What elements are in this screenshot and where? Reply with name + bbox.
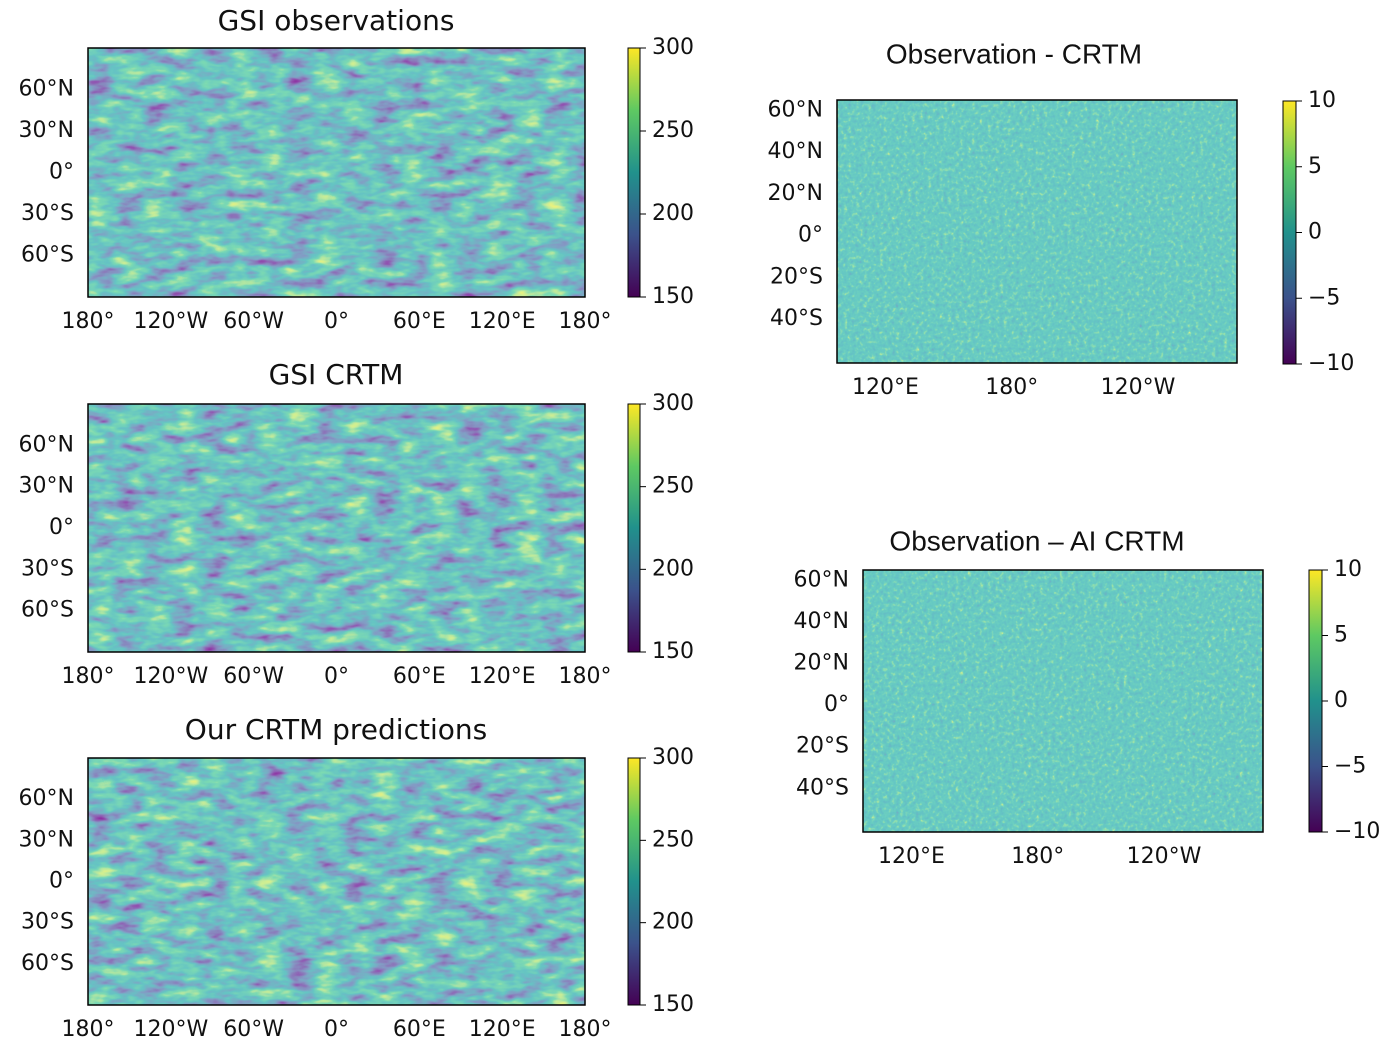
colorbar-tick-label: 150 bbox=[652, 284, 694, 309]
lon-tick-label: 60°W bbox=[223, 1017, 284, 1042]
map-frame bbox=[87, 757, 586, 1006]
lat-tick-label: 60°S bbox=[21, 243, 74, 268]
colorbar-tick-label: 10 bbox=[1308, 88, 1336, 113]
lat-tick-label: 30°S bbox=[21, 201, 74, 226]
colorbar-tick-label: −10 bbox=[1334, 819, 1380, 844]
colorbar-tick-label: 5 bbox=[1308, 154, 1322, 179]
lat-tick-label: 40°N bbox=[794, 609, 849, 634]
lat-tick-label: 40°S bbox=[770, 306, 823, 331]
lat-tick-label: 60°S bbox=[21, 951, 74, 976]
colorbar-tick-label: 250 bbox=[652, 474, 694, 499]
colorbar-tick-label: 250 bbox=[652, 118, 694, 143]
map-field bbox=[88, 758, 585, 1005]
colorbar bbox=[627, 403, 641, 653]
colorbar bbox=[627, 757, 641, 1006]
panel-title: GSI observations bbox=[218, 4, 455, 37]
map-field bbox=[88, 404, 585, 652]
panel-title: Observation – AI CRTM bbox=[889, 525, 1184, 556]
map-frame bbox=[87, 403, 586, 653]
lat-tick-label: 30°N bbox=[19, 118, 74, 143]
lon-tick-label: 120°E bbox=[469, 664, 536, 689]
lat-tick-label: 0° bbox=[49, 515, 74, 540]
lat-tick-label: 40°N bbox=[768, 139, 823, 164]
lon-tick-label: 60°W bbox=[223, 664, 284, 689]
colorbar-tick-label: −10 bbox=[1308, 351, 1354, 376]
colorbar bbox=[1308, 569, 1323, 833]
lon-tick-label: 120°E bbox=[469, 309, 536, 334]
map-field bbox=[863, 570, 1263, 832]
lon-tick-label: 0° bbox=[324, 1017, 349, 1042]
lon-tick-label: 180° bbox=[559, 1017, 612, 1042]
lon-tick-label: 0° bbox=[324, 664, 349, 689]
lat-tick-label: 40°S bbox=[796, 775, 849, 800]
colorbar-tick-label: 0 bbox=[1334, 688, 1348, 713]
colorbar-tick-label: 300 bbox=[652, 391, 694, 416]
colorbar-tick-label: 150 bbox=[652, 639, 694, 664]
panel-title: GSI CRTM bbox=[269, 358, 404, 391]
lat-tick-label: 60°N bbox=[794, 567, 849, 592]
colorbar-tick-label: −5 bbox=[1308, 285, 1340, 310]
lon-tick-label: 120°W bbox=[1127, 844, 1202, 869]
lat-tick-label: 60°N bbox=[768, 97, 823, 122]
colorbar-tick-label: 250 bbox=[652, 827, 694, 852]
map-field bbox=[88, 48, 585, 297]
lat-tick-label: 30°S bbox=[21, 910, 74, 935]
lon-tick-label: 120°E bbox=[469, 1017, 536, 1042]
map-frame bbox=[836, 99, 1238, 364]
lon-tick-label: 180° bbox=[559, 309, 612, 334]
colorbar-tick-label: 0 bbox=[1308, 220, 1322, 245]
lon-tick-label: 180° bbox=[1011, 844, 1064, 869]
lon-tick-label: 180° bbox=[559, 664, 612, 689]
lon-tick-label: 180° bbox=[985, 375, 1038, 400]
colorbar-tick-label: 200 bbox=[652, 556, 694, 581]
colorbar bbox=[627, 47, 641, 298]
map-frame bbox=[87, 47, 586, 298]
lon-tick-label: 120°W bbox=[133, 309, 208, 334]
map-field bbox=[837, 100, 1237, 363]
colorbar-tick-label: 200 bbox=[652, 910, 694, 935]
lon-tick-label: 60°W bbox=[223, 309, 284, 334]
panel-title: Our CRTM predictions bbox=[185, 713, 487, 746]
lat-tick-label: 20°N bbox=[768, 181, 823, 206]
lat-tick-label: 20°N bbox=[794, 651, 849, 676]
lon-tick-label: 180° bbox=[62, 1017, 115, 1042]
lon-tick-label: 180° bbox=[62, 664, 115, 689]
colorbar-tick-label: 300 bbox=[652, 745, 694, 770]
colorbar-tick-label: 300 bbox=[652, 35, 694, 60]
lat-tick-label: 60°N bbox=[19, 432, 74, 457]
lon-tick-label: 120°W bbox=[1101, 375, 1176, 400]
lat-tick-label: 20°S bbox=[770, 264, 823, 289]
lat-tick-label: 0° bbox=[49, 160, 74, 185]
lon-tick-label: 120°E bbox=[878, 844, 945, 869]
lat-tick-label: 0° bbox=[824, 692, 849, 717]
lat-tick-label: 30°N bbox=[19, 474, 74, 499]
lat-tick-label: 0° bbox=[49, 869, 74, 894]
lat-tick-label: 60°S bbox=[21, 598, 74, 623]
lat-tick-label: 60°N bbox=[19, 77, 74, 102]
lon-tick-label: 120°W bbox=[133, 664, 208, 689]
lon-tick-label: 120°W bbox=[133, 1017, 208, 1042]
lat-tick-label: 30°N bbox=[19, 827, 74, 852]
panel-title: Observation - CRTM bbox=[886, 38, 1142, 69]
lon-tick-label: 180° bbox=[62, 309, 115, 334]
lon-tick-label: 60°E bbox=[393, 309, 446, 334]
lon-tick-label: 120°E bbox=[852, 375, 919, 400]
map-frame bbox=[862, 569, 1264, 833]
lat-tick-label: 60°N bbox=[19, 786, 74, 811]
lat-tick-label: 30°S bbox=[21, 556, 74, 581]
lon-tick-label: 0° bbox=[324, 309, 349, 334]
colorbar-tick-label: 10 bbox=[1334, 557, 1362, 582]
lat-tick-label: 0° bbox=[798, 223, 823, 248]
lon-tick-label: 60°E bbox=[393, 664, 446, 689]
colorbar-tick-label: 5 bbox=[1334, 623, 1348, 648]
lat-tick-label: 20°S bbox=[796, 734, 849, 759]
colorbar-tick-label: 200 bbox=[652, 201, 694, 226]
lon-tick-label: 60°E bbox=[393, 1017, 446, 1042]
colorbar bbox=[1282, 100, 1297, 365]
colorbar-tick-label: −5 bbox=[1334, 754, 1366, 779]
colorbar-tick-label: 150 bbox=[652, 992, 694, 1017]
